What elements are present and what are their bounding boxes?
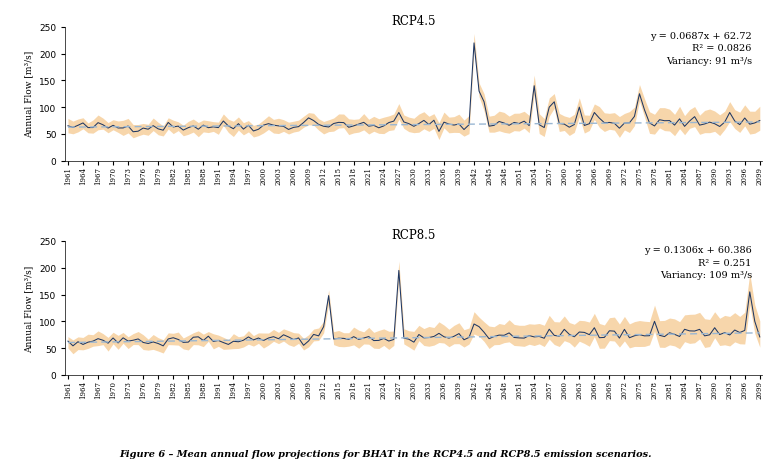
- Title: RCP4.5: RCP4.5: [392, 15, 436, 28]
- Text: y = 0.1306x + 60.386
R² = 0.251
Variancy: 109 m³/s: y = 0.1306x + 60.386 R² = 0.251 Variancy…: [644, 245, 752, 279]
- Y-axis label: Annual Flow [m³/s]: Annual Flow [m³/s]: [25, 265, 34, 352]
- Text: y = 0.0687x + 62.72
R² = 0.0826
Variancy: 91 m³/s: y = 0.0687x + 62.72 R² = 0.0826 Variancy…: [650, 32, 752, 66]
- Text: Figure 6 – Mean annual flow projections for BHAT in the RCP4.5 and RCP8.5 emissi: Figure 6 – Mean annual flow projections …: [119, 450, 651, 458]
- Y-axis label: Annual Flow [m³/s]: Annual Flow [m³/s]: [25, 51, 34, 138]
- Title: RCP8.5: RCP8.5: [392, 229, 436, 242]
